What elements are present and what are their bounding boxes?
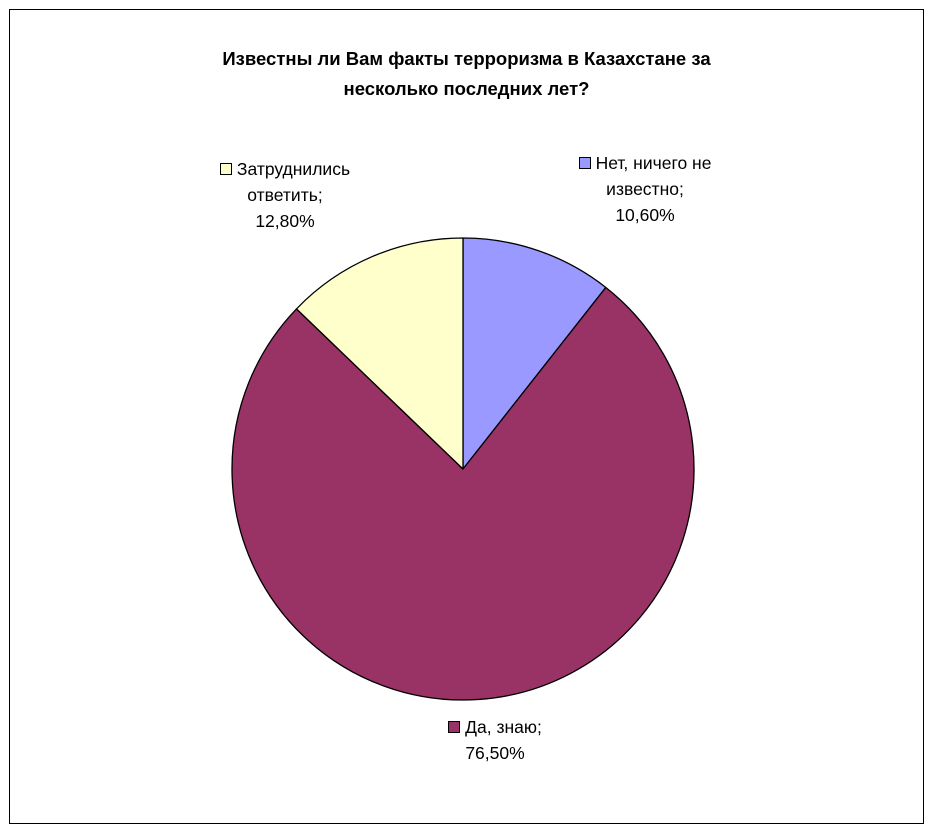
chart-title-line-1: Известны ли Вам факты терроризма в Казах…: [222, 48, 711, 69]
legend-key-da: [448, 721, 461, 733]
data-label-zatrudnilis: Затруднились ответить; 12,80%: [165, 156, 405, 234]
data-label-net-value: 10,60%: [615, 205, 675, 225]
data-label-zatrudnilis-line-1: Затруднились: [165, 156, 405, 182]
data-label-da-text-1: Да, знаю;: [465, 717, 542, 737]
data-label-da: Да, знаю; 76,50%: [375, 714, 615, 766]
pie-slice-da: [231, 286, 695, 701]
legend-key-zatrudnilis: [219, 163, 232, 175]
data-label-zatrudnilis-text-1: Затруднились: [236, 159, 351, 179]
chart-title: Известны ли Вам факты терроризма в Казах…: [10, 44, 923, 104]
data-label-net-line-1: Нет, ничего не: [525, 150, 765, 176]
data-label-net-line-2: известно;: [606, 179, 684, 199]
data-label-net-text-1: Нет, ничего не: [595, 153, 712, 173]
chart-title-line-2: несколько последних лет?: [343, 78, 590, 99]
legend-key-net: [578, 157, 591, 169]
data-label-da-line-1: Да, знаю;: [375, 714, 615, 740]
data-label-zatrudnilis-value: 12,80%: [255, 211, 315, 231]
pie-slice-zatrudnilis: [295, 237, 464, 470]
data-label-zatrudnilis-line-2: ответить;: [247, 185, 323, 205]
pie-slice-net: [462, 237, 607, 470]
data-label-da-value: 76,50%: [465, 743, 525, 763]
data-label-net: Нет, ничего не известно; 10,60%: [525, 150, 765, 228]
